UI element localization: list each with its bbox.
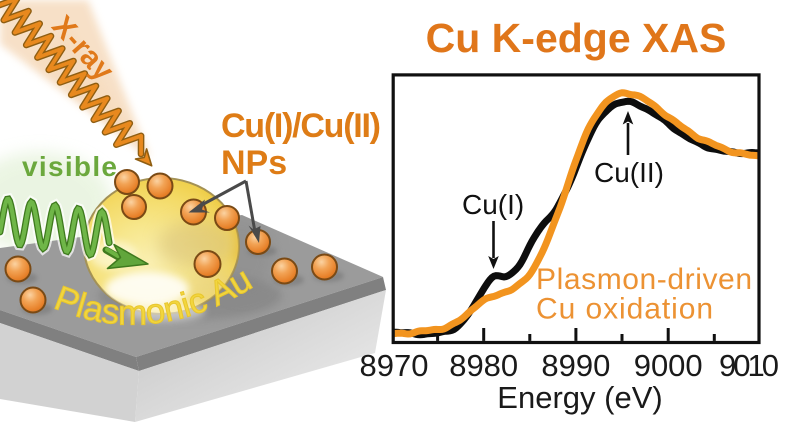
svg-text:Cu oxidation: Cu oxidation [536,293,713,326]
svg-text:Plasmon-driven: Plasmon-driven [536,263,752,296]
svg-text:8970: 8970 [360,348,429,383]
svg-text:8990: 8990 [541,348,610,383]
svg-text:9010: 9010 [719,348,779,383]
svg-text:NPs: NPs [221,144,287,182]
svg-text:visible: visible [22,151,117,182]
svg-text:8980: 8980 [449,348,518,383]
svg-text:Cu(I): Cu(I) [462,189,524,220]
svg-text:Cu K-edge XAS: Cu K-edge XAS [426,15,727,61]
svg-text:Cu(II): Cu(II) [594,157,664,188]
svg-text:Cu(I)/Cu(II): Cu(I)/Cu(II) [221,107,381,145]
svg-text:Energy (eV): Energy (eV) [497,380,662,415]
svg-text:9000: 9000 [634,348,703,383]
